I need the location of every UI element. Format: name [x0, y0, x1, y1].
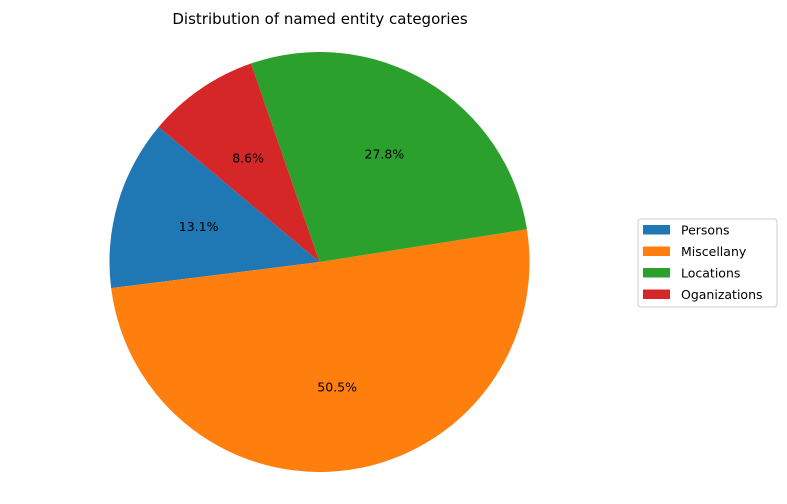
chart-title: Distribution of named entity categories — [172, 10, 467, 28]
legend-label-locations: Locations — [681, 266, 740, 281]
pie-slice-persons — [109, 127, 320, 289]
legend: Persons Miscellany Locations Oganizations — [637, 218, 778, 308]
legend-swatch-oganizations — [643, 289, 670, 299]
pie-slice-miscellany — [111, 229, 530, 472]
legend-label-miscellany: Miscellany — [681, 244, 747, 259]
legend-label-persons: Persons — [681, 223, 730, 238]
slice-label-miscellany: 50.5% — [317, 379, 357, 394]
legend-frame — [637, 218, 778, 308]
pie-slice-locations — [250, 51, 527, 262]
legend-swatch-miscellany — [643, 246, 670, 256]
pie-slice-labels: 13.1% 50.5% 27.8% 8.6% — [179, 147, 405, 395]
slice-label-locations: 27.8% — [365, 147, 405, 162]
slice-label-persons: 13.1% — [179, 219, 219, 234]
slice-label-oganizations: 8.6% — [232, 151, 264, 166]
legend-swatch-locations — [643, 268, 670, 278]
legend-swatch-persons — [643, 225, 670, 235]
pie-slice-oganizations — [158, 63, 320, 262]
legend-label-oganizations: Oganizations — [681, 287, 763, 302]
pie-slices — [109, 51, 530, 472]
